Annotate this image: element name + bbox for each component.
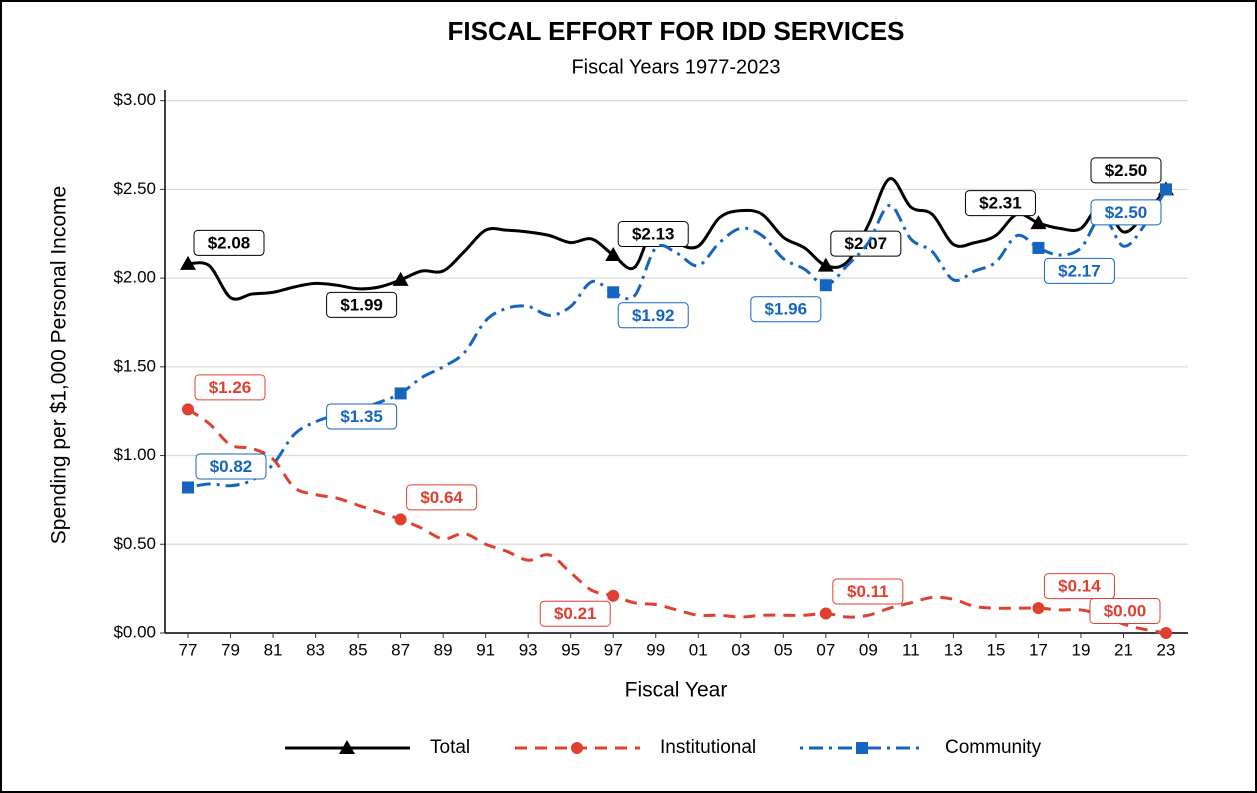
x-tick-label: 91	[476, 640, 495, 659]
x-tick-label: 21	[1114, 640, 1133, 659]
data-label-box	[750, 296, 822, 323]
data-label-box	[326, 291, 398, 318]
y-axis-label: Spending per $1,000 Personal Income	[48, 186, 71, 544]
data-label: $0.00	[1104, 601, 1147, 620]
x-tick-label: 99	[646, 640, 665, 659]
x-tick-label: 17	[1029, 640, 1048, 659]
data-point	[180, 255, 196, 270]
x-tick-label: 93	[519, 640, 538, 659]
x-tick-label: 97	[604, 640, 623, 659]
x-tick-label: 85	[349, 640, 368, 659]
data-label: $0.14	[1058, 577, 1101, 596]
data-label-box	[194, 374, 266, 401]
x-tick-label: 77	[179, 640, 198, 659]
chart-title: FISCAL EFFORT FOR IDD SERVICES	[448, 16, 905, 46]
y-tick-label: $1.50	[113, 356, 156, 375]
x-tick-label: 01	[689, 640, 708, 659]
series-line	[187, 408, 1167, 635]
legend-label: Total	[430, 737, 470, 758]
x-tick-label: 11	[902, 640, 920, 659]
data-label-box	[539, 600, 611, 627]
x-tick-label: 07	[816, 640, 835, 659]
data-point	[1032, 241, 1045, 254]
data-point	[607, 286, 620, 299]
y-tick-label: $2.00	[113, 268, 156, 287]
data-label-box	[193, 229, 265, 256]
x-tick-label: 81	[264, 640, 283, 659]
y-tick-label: $0.00	[113, 622, 156, 641]
data-label: $2.50	[1105, 161, 1148, 180]
data-label-box	[406, 484, 478, 511]
data-label: $0.21	[554, 604, 597, 623]
data-label-box	[1089, 598, 1161, 624]
y-tick-label: $3.00	[113, 90, 156, 109]
data-label-box	[195, 453, 267, 480]
x-tick-label: 79	[221, 640, 240, 659]
data-label-box	[1090, 199, 1162, 226]
data-point	[605, 247, 622, 262]
x-tick-label: 09	[859, 640, 878, 659]
data-label: $1.26	[209, 378, 252, 397]
data-label: $2.31	[979, 194, 1022, 213]
data-label-box	[326, 403, 398, 430]
data-point	[392, 271, 409, 286]
data-label-box	[832, 578, 904, 605]
x-tick-label: 05	[774, 640, 793, 659]
data-point	[607, 589, 620, 602]
data-label-box	[1043, 573, 1115, 600]
data-label-box	[617, 302, 689, 329]
data-point	[1032, 602, 1045, 615]
data-label: $1.96	[765, 300, 808, 319]
y-tick-label: $1.00	[113, 445, 156, 464]
legend-label: Community	[945, 737, 1042, 758]
x-tick-label: 23	[1157, 640, 1176, 659]
data-label: $1.99	[340, 295, 383, 314]
data-point	[1030, 215, 1047, 230]
x-tick-label: 95	[561, 640, 580, 659]
data-label: $2.13	[632, 225, 675, 244]
x-tick-label: 87	[391, 640, 410, 659]
x-tick-label: 83	[306, 640, 325, 659]
data-label-box	[1090, 157, 1162, 184]
data-label: $2.50	[1105, 203, 1148, 222]
chart-subtitle: Fiscal Years 1977-2023	[571, 56, 780, 78]
data-label: $1.35	[340, 407, 383, 426]
y-tick-label: $2.50	[113, 179, 156, 198]
legend-label: Institutional	[660, 737, 756, 758]
data-label-box	[1043, 257, 1115, 284]
data-point	[817, 257, 834, 272]
y-tick-label: $0.50	[113, 534, 156, 553]
data-point	[819, 279, 832, 292]
data-point	[182, 403, 194, 416]
data-point	[1160, 627, 1172, 639]
data-label: $0.11	[847, 582, 889, 601]
x-tick-label: 13	[944, 640, 963, 659]
data-label-box	[617, 221, 689, 248]
x-tick-label: 19	[1071, 640, 1090, 659]
x-tick-label: 15	[986, 640, 1005, 659]
x-axis-label: Fiscal Year	[625, 679, 728, 702]
data-point	[1160, 183, 1172, 196]
legend-marker	[339, 740, 355, 754]
data-label: $0.64	[420, 488, 463, 507]
data-point	[819, 607, 832, 620]
data-label-box	[964, 190, 1036, 217]
data-label: $1.92	[632, 306, 675, 325]
data-point	[394, 513, 407, 526]
legend-marker	[856, 742, 868, 754]
legend-marker	[571, 742, 583, 754]
data-point	[394, 387, 407, 400]
x-tick-label: 03	[731, 640, 750, 659]
data-label: $0.82	[210, 457, 253, 476]
x-tick-label: 89	[434, 640, 453, 659]
data-label: $2.17	[1058, 261, 1101, 280]
data-point	[182, 481, 194, 494]
data-label: $2.08	[208, 233, 251, 252]
